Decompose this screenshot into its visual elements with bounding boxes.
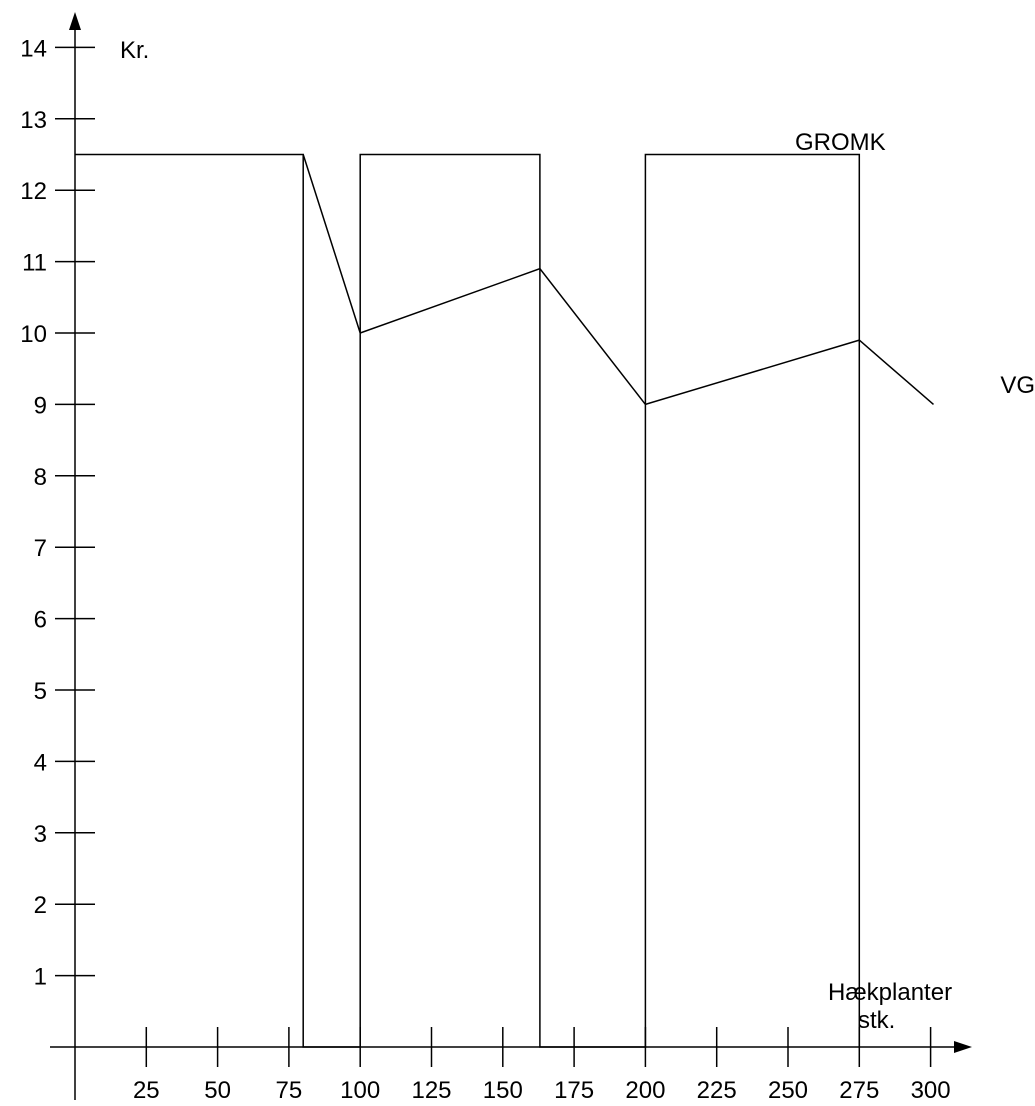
x-ticks: 25 50 75 100 125 150 175 200 225 250 275 300 — [133, 1027, 951, 1104]
x-axis-label-line1: Hækplanter — [828, 979, 952, 1006]
series-line-vg — [302, 154, 934, 406]
y-tick-label: 4 — [34, 749, 47, 776]
x-axis-label-line2: stk. — [858, 1007, 895, 1034]
series-group — [75, 153, 934, 1048]
y-tick-label: 12 — [20, 178, 47, 205]
x-tick-label: 50 — [204, 1077, 231, 1104]
series-labels: GROMK VG — [795, 129, 1035, 399]
series-label-vg: VG — [1000, 372, 1035, 399]
x-tick-label: 25 — [133, 1077, 160, 1104]
series-line-gromk — [75, 153, 861, 1048]
y-tick-label: 14 — [20, 35, 47, 62]
y-tick-label: 1 — [34, 964, 47, 991]
x-tick-label: 250 — [768, 1077, 808, 1104]
x-tick-label: 125 — [411, 1077, 451, 1104]
x-tick-label: 300 — [911, 1077, 951, 1104]
y-tick-label: 11 — [22, 250, 47, 277]
y-tick-label: 3 — [34, 821, 47, 848]
x-tick-label: 275 — [839, 1077, 879, 1104]
axes — [50, 12, 972, 1100]
x-axis-arrow — [954, 1041, 972, 1053]
y-tick-label: 10 — [20, 321, 47, 348]
y-tick-label: 8 — [34, 464, 47, 491]
x-tick-label: 200 — [625, 1077, 665, 1104]
x-tick-label: 75 — [276, 1077, 303, 1104]
y-tick-label: 13 — [20, 107, 47, 134]
y-axis-arrow — [69, 12, 81, 30]
y-axis-label: Kr. — [120, 37, 149, 64]
x-tick-label: 100 — [340, 1077, 380, 1104]
y-tick-label: 7 — [34, 535, 47, 562]
y-tick-label: 5 — [34, 678, 47, 705]
x-tick-label: 150 — [483, 1077, 523, 1104]
y-tick-label: 6 — [34, 607, 47, 634]
x-tick-label: 175 — [554, 1077, 594, 1104]
series-label-gromk: GROMK — [795, 129, 886, 156]
y-tick-label: 9 — [34, 392, 47, 419]
x-tick-label: 225 — [697, 1077, 737, 1104]
y-tick-label: 2 — [34, 892, 47, 919]
